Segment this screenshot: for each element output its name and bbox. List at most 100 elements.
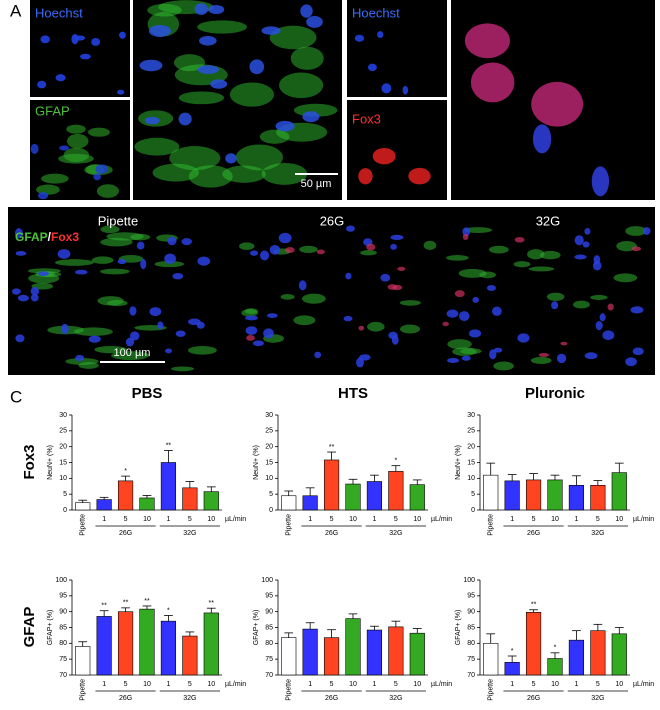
bar [611,633,627,676]
cell [95,164,108,174]
column-title: HTS [338,385,368,402]
scale-label: 100 µm [114,347,151,359]
cell [38,271,50,277]
cell [631,246,642,252]
bar [388,626,404,676]
y-tick-label: 20 [59,444,67,451]
cell [423,240,437,251]
cell [607,303,614,311]
column-title: PBS [132,385,163,402]
cell [246,334,255,341]
x-tick-label: 5 [188,681,192,688]
y-tick-label: 70 [265,672,273,679]
x-tick-label: 5 [124,516,128,523]
group-label: 32G [183,530,196,537]
bar [547,479,563,511]
cell [59,145,70,151]
cell [591,166,610,197]
cell [65,357,99,365]
bar [182,635,198,676]
scale-label: 50 µm [301,178,332,190]
x-tick-label: 5 [532,681,536,688]
cell [530,356,552,365]
cell [301,293,326,304]
x-tick-label: 1 [102,681,106,688]
cell [97,296,124,306]
cell [241,309,258,317]
y-tick-label: 75 [265,656,273,663]
x-tick-label: 10 [615,681,623,688]
x-tick-label: 5 [124,681,128,688]
y-tick-label: 30 [59,412,67,419]
cell [210,79,228,89]
cell [225,153,237,164]
x-tick-label: 5 [532,516,536,523]
x-tick-label: 5 [596,516,600,523]
y-tick-label: 95 [467,593,475,600]
bar [366,481,383,511]
cell [595,320,603,331]
x-tick-label: 1 [102,516,106,523]
group-label: 32G [389,530,402,537]
y-tick-label: 20 [265,444,273,451]
cell [493,347,503,353]
x-tick-label: 10 [207,516,215,523]
cell [442,321,449,327]
cell [117,89,125,95]
cell [91,37,101,46]
y-tick-label: 15 [265,459,273,466]
x-tick-label: 10 [551,681,559,688]
cell [252,340,264,347]
cell [269,244,281,255]
y-tick-label: 20 [467,444,475,451]
cell [285,246,295,253]
cell [360,250,377,256]
bar [504,662,520,676]
x-tick-label: 5 [330,516,334,523]
bar [117,480,134,511]
cell [540,250,561,260]
cell [148,24,171,37]
bar [525,611,542,676]
cell [165,348,173,354]
significance: * [124,468,127,475]
cell [381,83,392,94]
y-tick-label: 100 [463,577,475,584]
cell [61,323,69,335]
cell [463,227,493,233]
group-label: 26G [119,695,132,702]
cell [302,111,320,123]
cell [167,236,177,246]
cell [239,242,255,250]
cell [38,192,49,200]
cell [63,147,90,163]
group-label: 32G [183,695,196,702]
cell [71,33,79,45]
cell [197,65,219,74]
y-axis-label: GFAP+ (%) [455,610,462,646]
significance: ** [209,600,215,607]
significance: ** [329,444,335,451]
cell [556,353,567,364]
y-tick-label: 80 [59,640,67,647]
cell [527,249,545,260]
bar [525,479,542,511]
cell [397,266,406,272]
cell [388,331,398,339]
cell [17,294,29,302]
bar [547,658,563,676]
cell [399,300,421,306]
cell [134,137,180,156]
bar [96,616,112,676]
y-tick-label: 90 [59,609,67,616]
cell [299,245,318,254]
cell [300,4,313,18]
cell [125,337,135,347]
cell [194,3,208,15]
cell [280,294,295,300]
y-tick-label: 5 [63,491,67,498]
bar [409,632,425,676]
cell [472,296,479,303]
bar [75,502,91,511]
